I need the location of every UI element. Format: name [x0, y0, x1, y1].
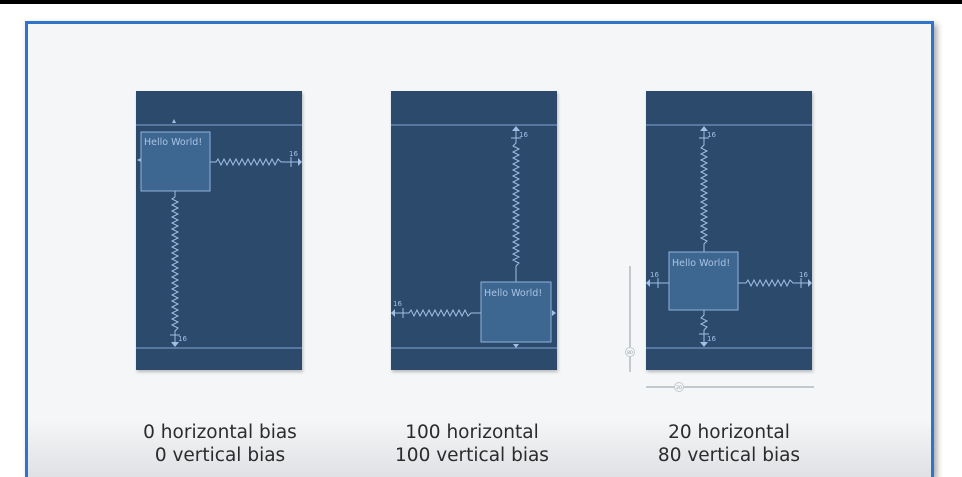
bottom-spring — [699, 310, 709, 342]
bottom-margin-label: 16 — [178, 335, 187, 343]
right-anchor-icon — [552, 310, 556, 316]
vertical-bias-value: 80 — [627, 350, 633, 356]
right-spring — [210, 157, 298, 167]
caption-vertical-bias: 100 vertical bias — [395, 445, 549, 466]
top-rule — [0, 0, 962, 4]
blueprint-1: 16 Hello World! 16 — [391, 91, 557, 370]
right-arrow-icon — [298, 158, 302, 166]
right-spring — [738, 278, 808, 288]
constraint-diagram-1: 16 Hello World! 16 — [391, 124, 557, 349]
caption-horizontal-bias: 20 horizontal — [668, 422, 790, 443]
widget-label: Hello World! — [144, 137, 202, 148]
left-margin-label: 16 — [650, 271, 659, 279]
vertical-bias-handle — [625, 347, 635, 357]
bottom-arrow-icon — [171, 342, 179, 347]
right-margin-label: 16 — [289, 150, 298, 158]
top-spring — [511, 131, 521, 282]
top-arrow-icon — [512, 126, 520, 131]
left-spring — [391, 308, 481, 318]
bottom-spring — [170, 191, 180, 342]
constraint-diagram-2: 16 Hello World! 16 16 16 — [646, 124, 812, 349]
widget-label: Hello World! — [672, 258, 730, 269]
constraint-diagram-0: Hello World! 16 16 — [136, 119, 302, 349]
horizontal-bias-handle — [674, 382, 684, 392]
caption-vertical-bias: 80 vertical bias — [657, 445, 801, 466]
bottom-arrow-icon — [700, 342, 708, 347]
top-margin-label: 16 — [707, 131, 716, 139]
right-arrow-icon — [808, 279, 812, 287]
caption-vertical-bias: 0 vertical bias — [154, 445, 286, 466]
vertical-bias-slider: 80 — [625, 266, 635, 372]
caption-horizontal-bias: 100 horizontal — [405, 422, 539, 443]
horizontal-bias-slider: 20 — [646, 382, 814, 392]
caption-2: 20 horizontal 80 vertical bias — [609, 421, 849, 467]
top-margin-label: 16 — [519, 131, 528, 139]
blueprint-0: Hello World! 16 16 — [136, 91, 302, 370]
top-spring — [699, 131, 709, 252]
top-anchor-icon — [172, 119, 176, 123]
caption-horizontal-bias: 0 horizontal bias — [143, 422, 297, 443]
hello-world-widget — [668, 251, 739, 311]
top-arrow-icon — [700, 126, 708, 131]
right-margin-label: 16 — [799, 271, 808, 279]
caption-1: 100 horizontal 100 vertical bias — [352, 421, 592, 467]
blueprint-2: 16 Hello World! 16 16 16 — [646, 91, 812, 370]
widget-label: Hello World! — [484, 288, 542, 299]
bottom-anchor-icon — [513, 344, 519, 348]
slide-bottom-fade — [28, 419, 931, 477]
horizontal-bias-value: 20 — [676, 385, 682, 391]
left-anchor-icon — [137, 158, 141, 162]
caption-0: 0 horizontal bias 0 vertical bias — [100, 421, 340, 467]
hello-world-widget — [480, 281, 552, 343]
left-margin-label: 16 — [393, 300, 402, 308]
bottom-margin-label: 16 — [707, 335, 716, 343]
